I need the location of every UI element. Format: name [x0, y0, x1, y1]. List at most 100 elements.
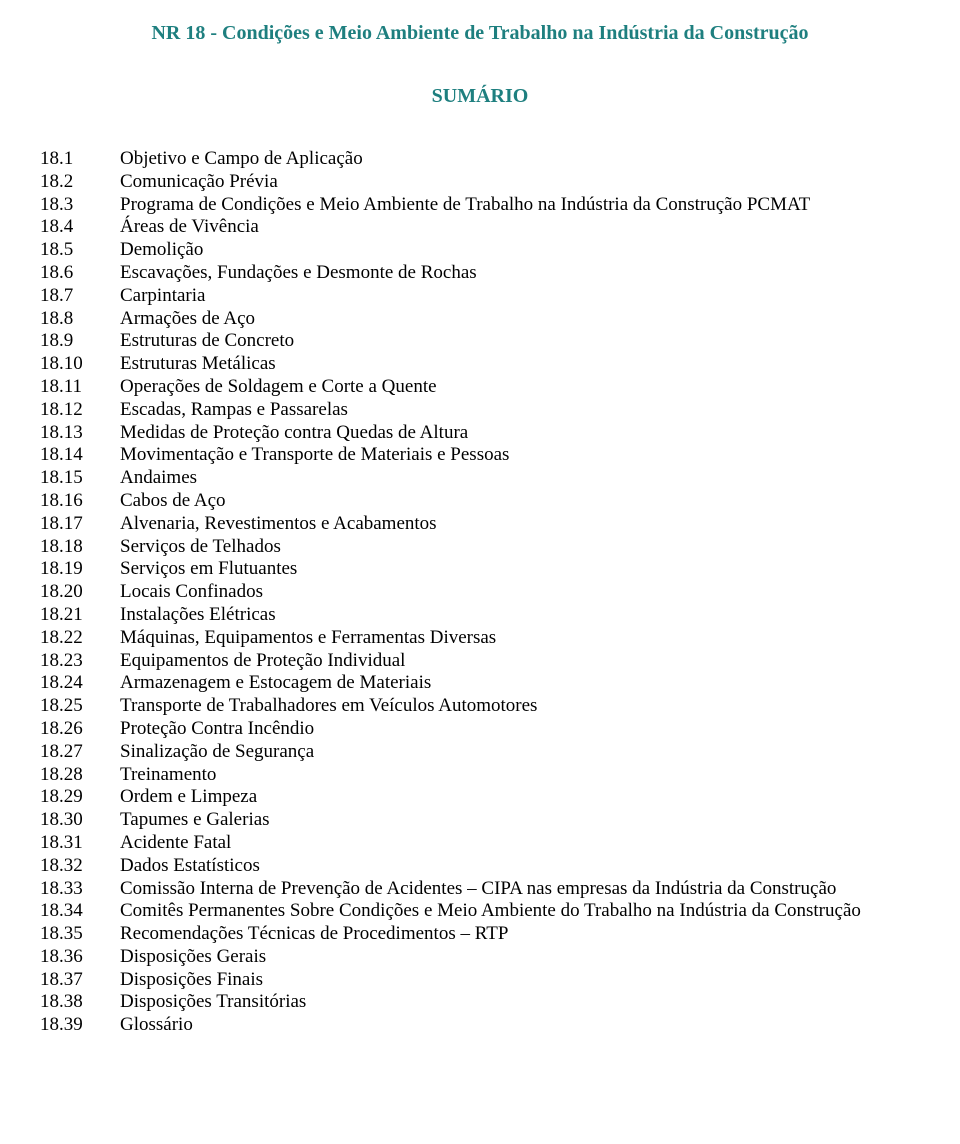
toc-label: Armações de Aço: [120, 308, 920, 331]
toc-number: 18.25: [40, 695, 120, 718]
toc-number: 18.20: [40, 581, 120, 604]
toc-row: 18.22Máquinas, Equipamentos e Ferramenta…: [40, 627, 920, 650]
toc-label: Recomendações Técnicas de Procedimentos …: [120, 923, 920, 946]
toc-number: 18.26: [40, 718, 120, 741]
toc-row: 18.27Sinalização de Segurança: [40, 741, 920, 764]
toc-label: Sinalização de Segurança: [120, 741, 920, 764]
toc-label: Comunicação Prévia: [120, 171, 920, 194]
toc-label: Estruturas Metálicas: [120, 353, 920, 376]
toc-number: 18.17: [40, 513, 120, 536]
toc-number: 18.7: [40, 285, 120, 308]
toc-label: Locais Confinados: [120, 581, 920, 604]
toc-label: Acidente Fatal: [120, 832, 920, 855]
toc-row: 18.35Recomendações Técnicas de Procedime…: [40, 923, 920, 946]
toc-number: 18.10: [40, 353, 120, 376]
toc-label: Dados Estatísticos: [120, 855, 920, 878]
toc-number: 18.27: [40, 741, 120, 764]
toc-number: 18.32: [40, 855, 120, 878]
toc-row: 18.20Locais Confinados: [40, 581, 920, 604]
toc-number: 18.18: [40, 536, 120, 559]
toc-row: 18.7Carpintaria: [40, 285, 920, 308]
toc-label: Equipamentos de Proteção Individual: [120, 650, 920, 673]
toc-number: 18.1: [40, 148, 120, 171]
toc-number: 18.24: [40, 672, 120, 695]
toc-row: 18.3Programa de Condições e Meio Ambient…: [40, 194, 920, 217]
document-title: NR 18 - Condições e Meio Ambiente de Tra…: [40, 22, 920, 45]
toc-row: 18.30Tapumes e Galerias: [40, 809, 920, 832]
toc-number: 18.22: [40, 627, 120, 650]
toc-row: 18.28Treinamento: [40, 764, 920, 787]
toc-row: 18.4Áreas de Vivência: [40, 216, 920, 239]
toc-number: 18.9: [40, 330, 120, 353]
toc-row: 18.9Estruturas de Concreto: [40, 330, 920, 353]
toc-row: 18.14Movimentação e Transporte de Materi…: [40, 444, 920, 467]
toc-label: Armazenagem e Estocagem de Materiais: [120, 672, 920, 695]
toc-number: 18.19: [40, 558, 120, 581]
toc-row: 18.1Objetivo e Campo de Aplicação: [40, 148, 920, 171]
toc-label: Treinamento: [120, 764, 920, 787]
toc-label: Instalações Elétricas: [120, 604, 920, 627]
toc-row: 18.17Alvenaria, Revestimentos e Acabamen…: [40, 513, 920, 536]
toc-label: Transporte de Trabalhadores em Veículos …: [120, 695, 920, 718]
toc-row: 18.31Acidente Fatal: [40, 832, 920, 855]
toc-label: Comitês Permanentes Sobre Condições e Me…: [120, 900, 920, 923]
toc-number: 18.35: [40, 923, 120, 946]
toc-label: Áreas de Vivência: [120, 216, 920, 239]
toc-row: 18.29Ordem e Limpeza: [40, 786, 920, 809]
document-subtitle: SUMÁRIO: [40, 85, 920, 108]
toc-row: 18.2Comunicação Prévia: [40, 171, 920, 194]
toc-label: Disposições Finais: [120, 969, 920, 992]
toc-number: 18.15: [40, 467, 120, 490]
toc-label: Demolição: [120, 239, 920, 262]
toc-row: 18.8Armações de Aço: [40, 308, 920, 331]
toc-label: Disposições Gerais: [120, 946, 920, 969]
toc-label: Carpintaria: [120, 285, 920, 308]
toc-number: 18.14: [40, 444, 120, 467]
toc-label: Operações de Soldagem e Corte a Quente: [120, 376, 920, 399]
toc-row: 18.21Instalações Elétricas: [40, 604, 920, 627]
toc-label: Cabos de Aço: [120, 490, 920, 513]
toc-number: 18.2: [40, 171, 120, 194]
toc-number: 18.36: [40, 946, 120, 969]
toc-label: Tapumes e Galerias: [120, 809, 920, 832]
toc-row: 18.33Comissão Interna de Prevenção de Ac…: [40, 878, 920, 901]
toc-number: 18.30: [40, 809, 120, 832]
toc-number: 18.8: [40, 308, 120, 331]
toc-number: 18.6: [40, 262, 120, 285]
toc-row: 18.34Comitês Permanentes Sobre Condições…: [40, 900, 920, 923]
toc-row: 18.26Proteção Contra Incêndio: [40, 718, 920, 741]
toc-label: Máquinas, Equipamentos e Ferramentas Div…: [120, 627, 920, 650]
toc-number: 18.4: [40, 216, 120, 239]
toc-row: 18.36Disposições Gerais: [40, 946, 920, 969]
toc-label: Glossário: [120, 1014, 920, 1037]
toc-number: 18.29: [40, 786, 120, 809]
toc-row: 18.16Cabos de Aço: [40, 490, 920, 513]
toc-number: 18.11: [40, 376, 120, 399]
toc-label: Disposições Transitórias: [120, 991, 920, 1014]
toc-row: 18.11Operações de Soldagem e Corte a Que…: [40, 376, 920, 399]
toc-label: Medidas de Proteção contra Quedas de Alt…: [120, 422, 920, 445]
toc-number: 18.39: [40, 1014, 120, 1037]
toc-row: 18.25Transporte de Trabalhadores em Veíc…: [40, 695, 920, 718]
toc-number: 18.33: [40, 878, 120, 901]
toc-row: 18.32Dados Estatísticos: [40, 855, 920, 878]
toc-number: 18.13: [40, 422, 120, 445]
toc-number: 18.28: [40, 764, 120, 787]
toc-number: 18.21: [40, 604, 120, 627]
table-of-contents: 18.1Objetivo e Campo de Aplicação18.2Com…: [40, 148, 920, 1037]
toc-label: Objetivo e Campo de Aplicação: [120, 148, 920, 171]
toc-label: Andaimes: [120, 467, 920, 490]
toc-label: Serviços em Flutuantes: [120, 558, 920, 581]
toc-number: 18.23: [40, 650, 120, 673]
toc-label: Movimentação e Transporte de Materiais e…: [120, 444, 920, 467]
toc-label: Escavações, Fundações e Desmonte de Roch…: [120, 262, 920, 285]
toc-label: Ordem e Limpeza: [120, 786, 920, 809]
toc-row: 18.39Glossário: [40, 1014, 920, 1037]
toc-label: Programa de Condições e Meio Ambiente de…: [120, 194, 920, 217]
toc-row: 18.18Serviços de Telhados: [40, 536, 920, 559]
toc-number: 18.34: [40, 900, 120, 923]
toc-number: 18.5: [40, 239, 120, 262]
toc-label: Alvenaria, Revestimentos e Acabamentos: [120, 513, 920, 536]
toc-label: Estruturas de Concreto: [120, 330, 920, 353]
toc-row: 18.15Andaimes: [40, 467, 920, 490]
